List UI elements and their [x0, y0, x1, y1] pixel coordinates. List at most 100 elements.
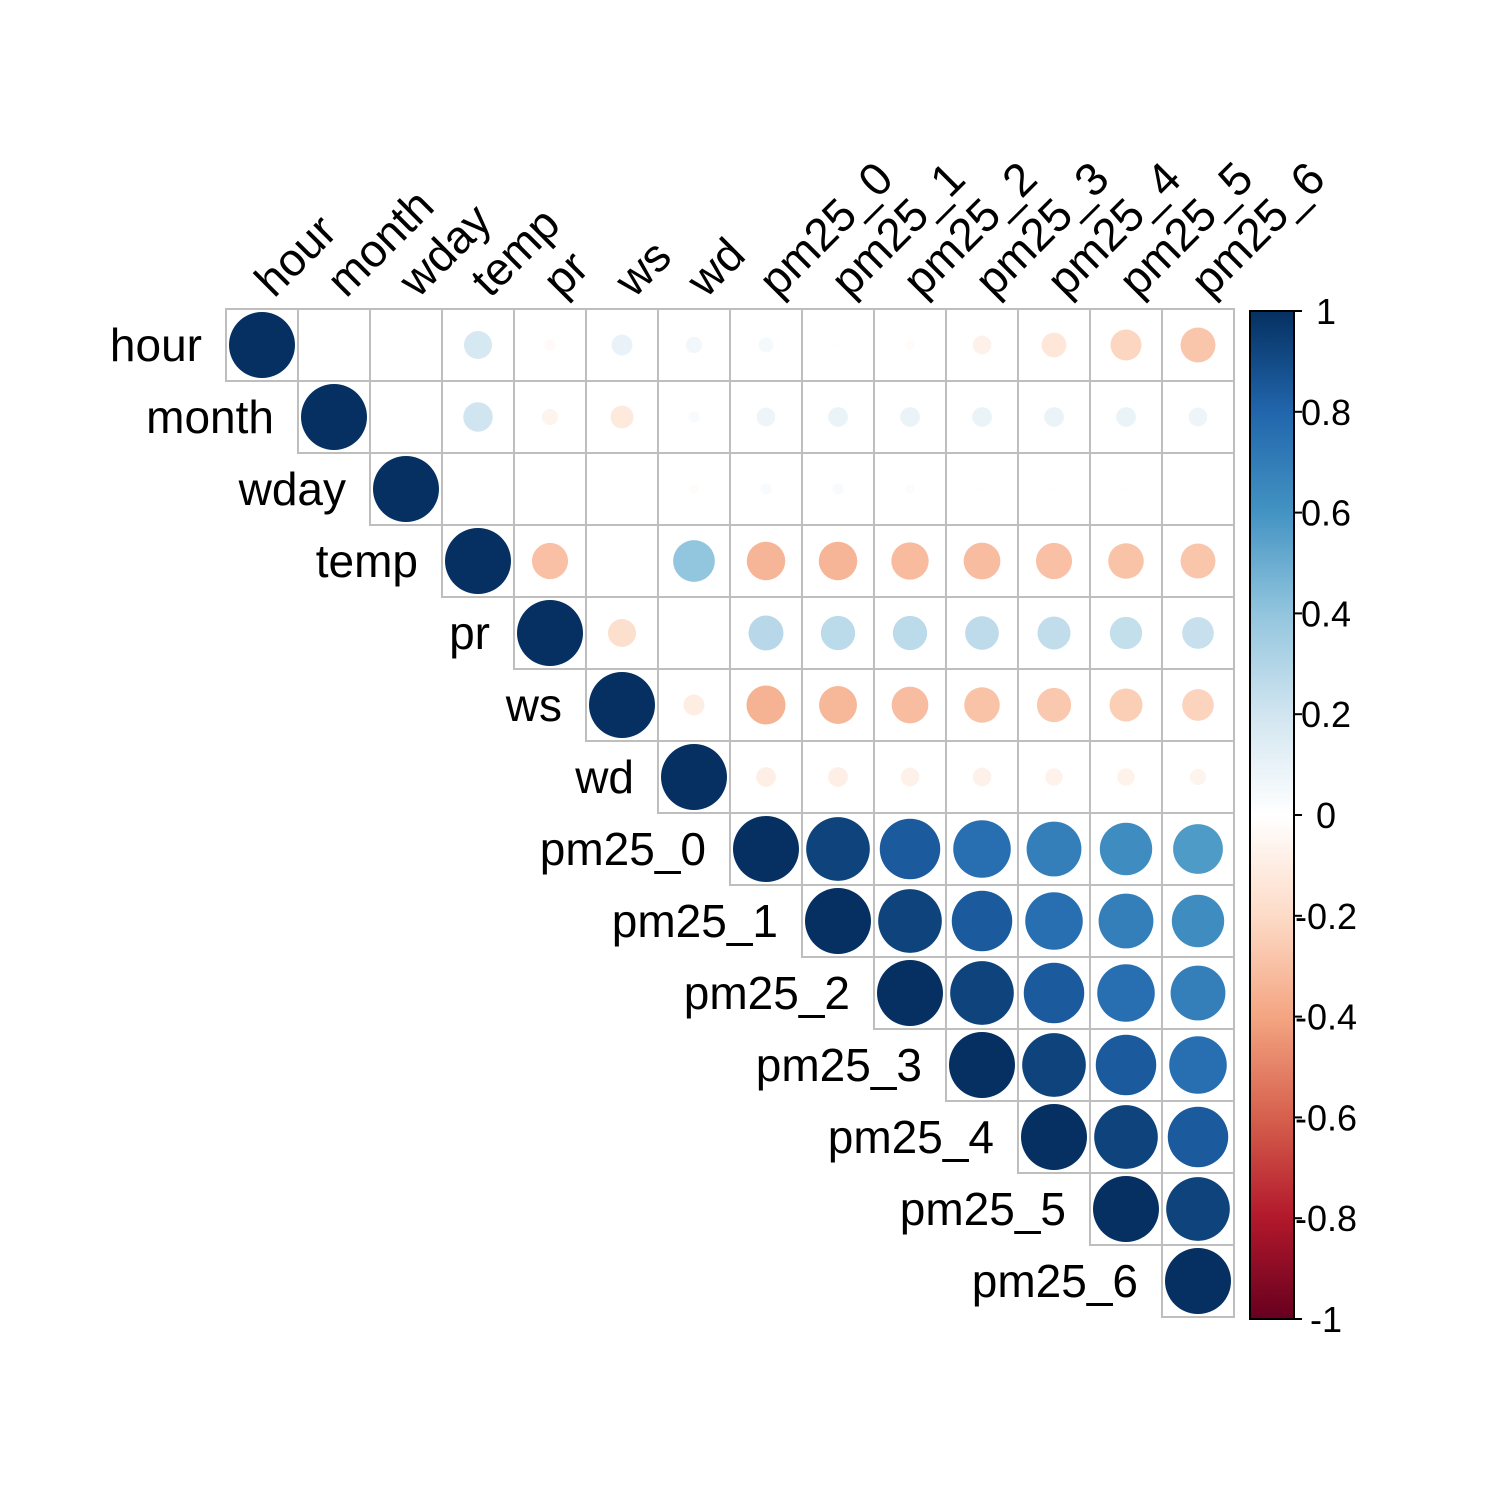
corr-circle-temp-wd	[673, 540, 715, 582]
row-label-temp: temp	[316, 535, 418, 587]
corr-circle-hour-wd	[685, 336, 703, 354]
color-legend-tick-label: 0.4	[1301, 593, 1351, 634]
corr-circle-ws-pm25_1	[819, 686, 857, 724]
corr-circle-month-ws	[610, 405, 634, 429]
corr-circle-month-pm25_0	[756, 407, 776, 427]
corr-circle-wd-wd	[661, 744, 727, 810]
row-label-pm25_1: pm25_1	[612, 895, 778, 947]
corr-circle-pm25_3-pm25_6	[1169, 1036, 1227, 1094]
corr-circle-wd-pm25_5	[1117, 768, 1135, 786]
corr-circle-temp-pr	[531, 542, 569, 580]
corr-circle-pm25_1-pm25_3	[951, 890, 1013, 952]
corr-circle-pm25_0-pm25_6	[1173, 824, 1223, 874]
corr-circle-hour-pm25_3	[972, 335, 992, 355]
corr-circle-hour-hour	[229, 312, 295, 378]
grid-cell-wday-ws	[585, 452, 659, 526]
grid-cell-hour-pm25_2	[873, 308, 947, 382]
corr-circle-wday-pm25_0	[760, 483, 772, 495]
corr-circle-wday-wday	[373, 456, 439, 522]
corr-circle-hour-pr	[544, 339, 556, 351]
row-label-pm25_6: pm25_6	[972, 1255, 1138, 1307]
corr-circle-wd-pm25_2	[900, 767, 920, 787]
corr-circle-hour-pm25_5	[1110, 329, 1142, 361]
corr-circle-pm25_3-pm25_3	[949, 1032, 1015, 1098]
color-legend-tick-label: 0.2	[1301, 694, 1351, 735]
color-legend-tick-label: -1	[1310, 1299, 1342, 1340]
corr-circle-pr-pr	[517, 600, 583, 666]
column-label-wd: wd	[676, 228, 755, 307]
color-legend-tick-label: 0.8	[1301, 392, 1351, 433]
corr-circle-pm25_3-pm25_5	[1095, 1034, 1157, 1096]
color-legend-tick-label: 0.6	[1301, 493, 1351, 534]
corr-circle-wday-pm25_2	[905, 484, 915, 494]
row-label-pm25_4: pm25_4	[828, 1111, 994, 1163]
corr-circle-pm25_5-pm25_6	[1166, 1177, 1230, 1241]
corr-circle-ws-pm25_4	[1036, 687, 1072, 723]
corr-circle-pr-pm25_5	[1109, 616, 1143, 650]
corr-circle-pm25_1-pm25_4	[1025, 892, 1083, 950]
corr-circle-ws-pm25_5	[1109, 688, 1143, 722]
row-label-wd: wd	[574, 751, 634, 803]
row-label-ws: ws	[505, 679, 562, 731]
corr-circle-ws-pm25_3	[964, 687, 1000, 723]
corr-circle-temp-pm25_3	[963, 542, 1001, 580]
corr-circle-pr-pm25_0	[748, 615, 784, 651]
corr-circle-hour-ws	[611, 334, 633, 356]
corr-circle-pm25_2-pm25_4	[1023, 962, 1085, 1024]
corr-circle-hour-temp	[464, 331, 492, 359]
grid-cell-wday-temp	[441, 452, 515, 526]
corr-circle-wd-pm25_1	[828, 767, 848, 787]
corr-circle-pm25_0-pm25_4	[1026, 821, 1082, 877]
corr-circle-hour-pm25_4	[1041, 332, 1067, 358]
row-label-pm25_0: pm25_0	[540, 823, 706, 875]
corr-circle-temp-pm25_0	[746, 541, 786, 581]
corr-circle-wd-pm25_4	[1045, 768, 1063, 786]
grid-cell-hour-wday	[369, 308, 443, 382]
corr-circle-month-pr	[541, 408, 559, 426]
corr-circle-pm25_1-pm25_1	[805, 888, 871, 954]
color-legend-bar	[1249, 310, 1295, 1320]
color-legend: 1 0.8 0.6 0.4 0.2 0 -0.2 -0.4 -0.6 -0.8 -1	[1249, 291, 1357, 1340]
grid-cell-temp-ws	[585, 524, 659, 598]
corr-circle-pm25_0-pm25_3	[953, 820, 1011, 878]
corr-circle-month-temp	[463, 402, 493, 432]
corr-circle-pr-pm25_4	[1037, 616, 1071, 650]
corr-circle-pm25_0-pm25_5	[1099, 822, 1153, 876]
column-label-ws: ws	[604, 230, 681, 307]
row-label-month: month	[146, 391, 274, 443]
corr-circle-pm25_4-pm25_4	[1021, 1104, 1087, 1170]
corr-circle-pr-pm25_1	[820, 615, 856, 651]
corr-circle-pm25_4-pm25_5	[1094, 1105, 1158, 1169]
color-legend-tick-label: 1	[1316, 291, 1336, 332]
corr-circle-ws-wd	[683, 694, 705, 716]
corr-circle-month-pm25_3	[972, 407, 992, 427]
corr-circle-month-pm25_6	[1188, 407, 1208, 427]
grid-layer	[225, 308, 1235, 1318]
corr-circle-pm25_3-pm25_4	[1022, 1033, 1086, 1097]
color-legend-tick-label: -0.4	[1295, 997, 1357, 1038]
corr-circle-temp-pm25_2	[891, 542, 929, 580]
grid-cell-pr-wd	[657, 596, 731, 670]
corr-circle-pr-pm25_2	[892, 615, 928, 651]
corr-circle-pm25_2-pm25_3	[950, 961, 1014, 1025]
corr-circle-ws-pm25_2	[891, 686, 929, 724]
row-label-hour: hour	[110, 319, 202, 371]
corr-circle-wday-wd	[689, 484, 699, 494]
corr-circle-month-month	[301, 384, 367, 450]
grid-cell-wday-pm25_6	[1161, 452, 1235, 526]
grid-cell-wday-pr	[513, 452, 587, 526]
corr-circle-wday-pm25_4	[1050, 485, 1058, 493]
corr-circle-wd-pm25_6	[1189, 768, 1207, 786]
corr-circle-pm25_4-pm25_6	[1167, 1106, 1229, 1168]
corr-circle-month-pm25_1	[828, 407, 848, 427]
corr-circle-ws-ws	[589, 672, 655, 738]
color-legend-tick-label: -0.2	[1295, 896, 1357, 937]
corr-circle-pm25_5-pm25_5	[1093, 1176, 1159, 1242]
corr-circle-pm25_0-pm25_2	[879, 818, 941, 880]
corr-circle-pm25_2-pm25_2	[877, 960, 943, 1026]
row-label-pr: pr	[449, 607, 490, 659]
corr-circle-pm25_0-pm25_1	[806, 817, 870, 881]
